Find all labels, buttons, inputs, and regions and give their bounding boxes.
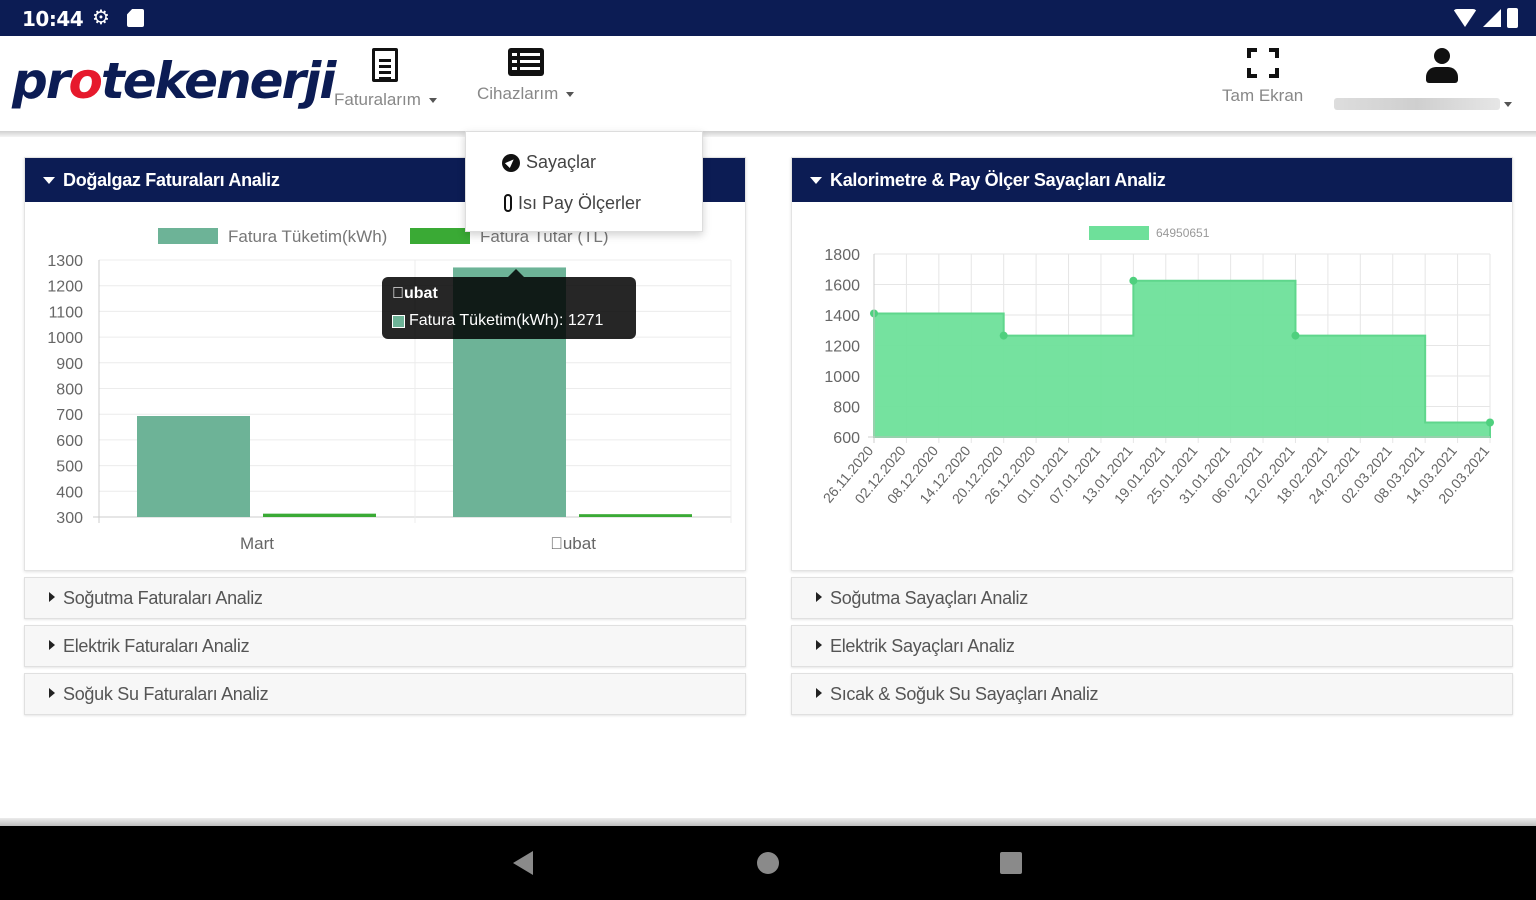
y-tick-label: 500 [56,459,83,476]
section-soguk-su-faturalari[interactable]: Soğuk Su Faturaları Analiz [24,673,746,715]
home-icon[interactable] [757,852,779,874]
section-sogutma-sayaclari[interactable]: Soğutma Sayaçları Analiz [791,577,1513,619]
y-tick-label: 700 [56,407,83,424]
area-series[interactable] [873,279,1491,438]
nav-faturalarim[interactable]: Faturalarım [334,48,437,110]
y-tick-label: 900 [56,356,83,373]
back-icon[interactable] [513,851,533,875]
bar-chart-plot: Fatura Tüketim(kWh) Fatura Tutar (TL)1300… [47,227,732,553]
tooltip-line: Fatura Tüketim(kWh): 1271 [409,312,604,329]
y-tick-label: 1800 [824,247,860,264]
y-tick-label: 300 [56,510,83,527]
thermometer-icon [504,194,512,212]
y-tick-label: 800 [56,382,83,399]
y-tick-label: 1600 [824,278,860,295]
y-tick-label: 1100 [49,304,84,321]
section-sicak-soguk-su-sayaclari[interactable]: Sıcak & Soğuk Su Sayaçları Analiz [791,673,1513,715]
section-elektrik-faturalari[interactable]: Elektrik Faturaları Analiz [24,625,746,667]
y-tick-label: 1000 [47,330,83,347]
y-tick-label: 1300 [47,253,83,270]
y-tick-label: 800 [833,400,860,417]
chevron-down-icon [1504,102,1512,107]
chart-tooltip:  ubat Fatura Tüketim(kWh): 1271 [382,269,636,339]
file-icon [372,48,399,82]
status-bar: 10:44 ⚙ [0,0,1536,36]
legend-swatch[interactable] [158,228,218,244]
wifi-icon [1453,9,1477,27]
data-point[interactable] [1486,418,1494,427]
data-point[interactable] [1291,331,1300,340]
tooltip-swatch [392,314,405,328]
chevron-down-icon [566,92,575,98]
nav-cihazlarim-label: Cihazlarım [477,84,559,103]
y-tick-label: 600 [833,430,860,447]
user-name[interactable] [1334,98,1500,110]
panel-kalorimetre: Kalorimetre & Pay Ölçer Sayaçları Analiz… [791,157,1513,571]
legend-label[interactable]: 64950651 [1156,226,1210,240]
legend-label[interactable]: Fatura Tüketim(kWh) [228,227,387,246]
fullscreen-icon [1246,48,1279,78]
dropdown-item-isi-pay-olcerler[interactable]: Isı Pay Ölçerler [518,193,642,213]
list-icon [507,48,544,76]
sd-card-icon [127,9,144,27]
logo-text-right: tekenerji [100,52,337,110]
bar[interactable] [579,514,692,517]
data-point[interactable] [1129,276,1138,285]
bar[interactable] [137,415,250,517]
signal-icon [1483,9,1501,27]
logo[interactable]: protekenerji [12,52,337,110]
compass-icon [502,154,520,172]
kalorimetre-area-chart: 649506511800160014001200100080060026.11.… [820,226,1494,507]
y-tick-label: 1400 [824,308,860,325]
nav-faturalarim-label: Faturalarım [334,90,421,109]
legend-swatch[interactable] [1089,226,1149,240]
bar[interactable] [263,513,376,517]
y-tick-label: 600 [56,433,83,450]
chevron-down-icon [428,98,437,104]
battery-icon [1507,8,1518,28]
gear-icon: ⚙ [92,7,110,29]
status-time: 10:44 [22,7,84,31]
data-point[interactable] [999,331,1008,340]
app-header: protekenerji Faturalarım Cihazlarım Tam … [0,36,1536,132]
cihazlarim-dropdown: Sayaçlar Isı Pay Ölçerler [465,131,703,232]
section-elektrik-sayaclari[interactable]: Elektrik Sayaçları Analiz [791,625,1513,667]
section-sogutma-faturalari[interactable]: Soğutma Faturaları Analiz [24,577,746,619]
header-shadow [0,131,1536,137]
y-tick-label: 1200 [824,339,860,356]
logo-text-left: pr [12,52,70,110]
logo-dot: o [68,52,102,110]
x-tick-label:  ubat [550,534,596,553]
fullscreen-label: Tam Ekran [1222,86,1304,105]
x-tick-label: Mart [240,534,274,553]
dogalgaz-bar-chart: Fatura Tüketim(kWh) Fatura Tutar (TL)1300… [47,227,732,553]
recents-icon[interactable] [1000,852,1022,874]
fullscreen-button[interactable]: Tam Ekran [1222,48,1303,106]
nav-cihazlarim[interactable]: Cihazlarım [477,48,575,104]
area-chart-plot: 649506511800160014001200100080060026.11.… [820,226,1494,507]
legend-swatch[interactable] [410,228,470,244]
y-tick-label: 1200 [47,279,83,296]
y-tick-label: 1000 [824,369,860,386]
tooltip-title:  ubat [392,285,438,302]
panel-kalorimetre-header[interactable]: Kalorimetre & Pay Ölçer Sayaçları Analiz [792,158,1512,202]
y-tick-label: 400 [56,484,83,501]
dropdown-item-sayaclar[interactable]: Sayaçlar [526,152,597,172]
nav-bar-shadow [0,818,1536,826]
